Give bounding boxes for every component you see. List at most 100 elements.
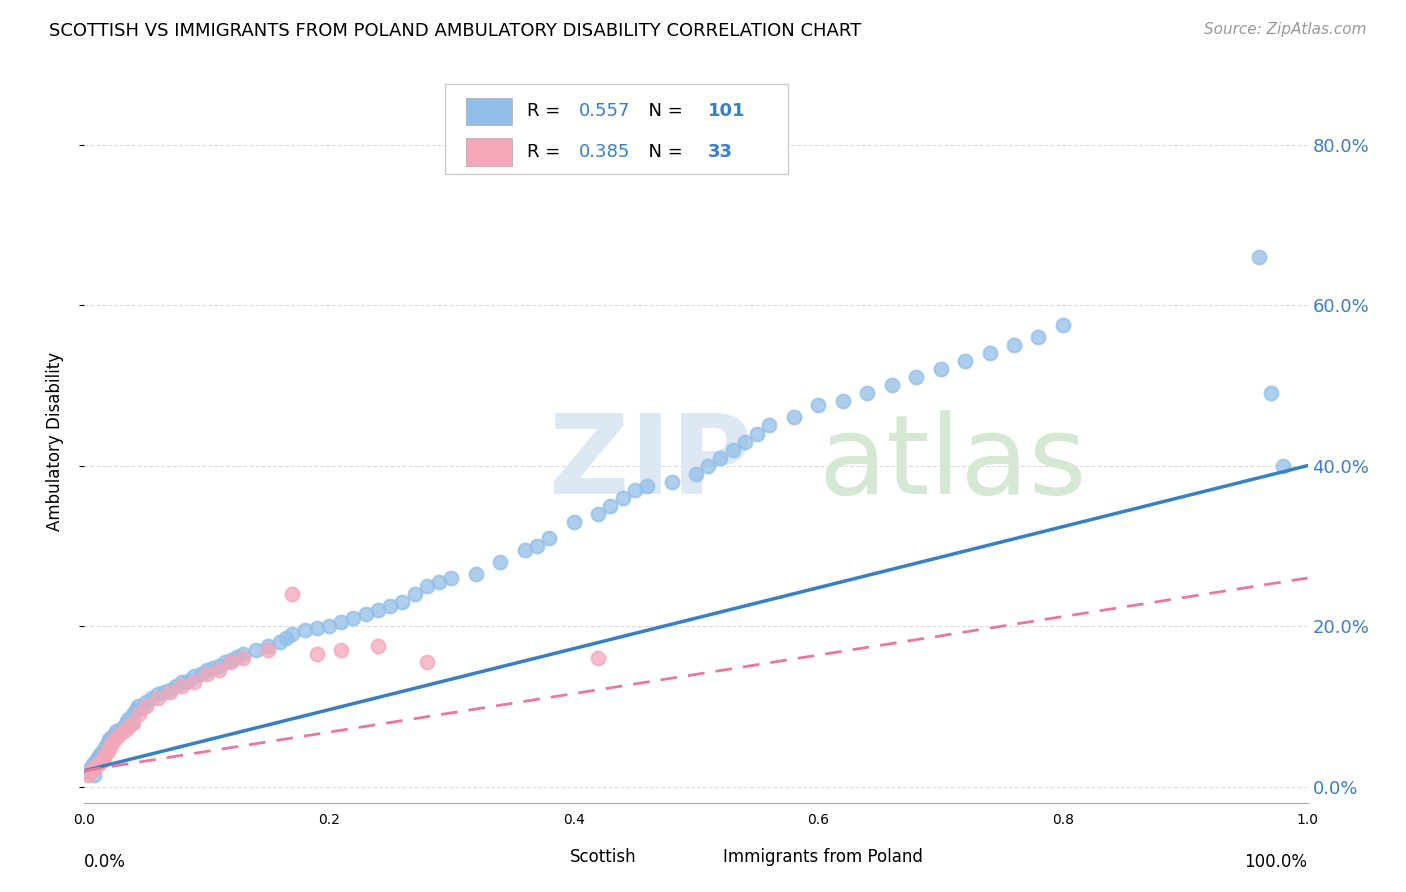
Point [1002,338,1025,352]
Point [93,744,115,758]
Point [526,539,548,553]
Text: 0.557: 0.557 [578,103,630,120]
Point [183,669,205,683]
Point [880,378,903,392]
Point [91,751,114,765]
Point [807,398,830,412]
Point [330,615,353,630]
Text: Source: ZipAtlas.com: Source: ZipAtlas.com [1204,22,1367,37]
Point [87,754,110,768]
Point [367,639,389,653]
Point [226,649,249,664]
Point [110,722,132,736]
Text: N =: N = [637,103,689,120]
FancyBboxPatch shape [531,844,562,870]
Point [214,655,236,669]
Point [177,673,200,688]
Point [783,410,806,425]
Point [318,619,340,633]
Point [219,655,242,669]
Point [1028,330,1050,344]
Point [82,757,104,772]
Point [87,749,110,764]
Point [117,712,139,726]
Point [269,635,291,649]
Point [257,643,280,657]
Point [190,667,212,681]
Point [276,632,298,646]
Point [122,715,145,730]
FancyBboxPatch shape [465,97,513,125]
Point [98,739,121,754]
Point [758,418,780,433]
Point [97,735,120,749]
Text: SCOTTISH VS IMMIGRANTS FROM POLAND AMBULATORY DISABILITY CORRELATION CHART: SCOTTISH VS IMMIGRANTS FROM POLAND AMBUL… [49,22,862,40]
Point [89,756,111,770]
Point [96,741,118,756]
Point [87,757,110,772]
Text: 0.385: 0.385 [578,143,630,161]
Point [129,701,152,715]
Point [281,627,304,641]
Point [80,760,103,774]
Text: Scottish: Scottish [569,848,637,866]
Point [562,515,585,529]
Point [354,607,377,621]
Point [97,744,120,758]
Point [232,651,254,665]
Point [117,719,139,733]
Point [330,643,353,657]
Point [159,685,181,699]
Point [172,680,194,694]
Point [905,370,928,384]
Point [82,762,104,776]
Point [636,478,658,492]
Point [89,747,111,762]
Point [165,680,187,694]
Point [115,715,138,730]
Point [101,735,124,749]
Point [979,346,1001,360]
Point [245,643,267,657]
FancyBboxPatch shape [446,84,787,174]
Text: R =: R = [527,143,567,161]
Point [128,707,150,722]
Point [294,623,316,637]
Point [734,434,756,449]
Point [464,567,486,582]
Point [599,499,621,513]
Point [416,655,439,669]
Point [1247,250,1270,264]
Point [107,725,129,739]
Point [586,651,609,665]
Point [281,587,304,601]
Point [153,685,176,699]
Point [201,661,224,675]
Point [77,765,100,780]
Point [709,450,731,465]
Point [83,767,105,781]
Text: 33: 33 [709,143,733,161]
Point [159,683,181,698]
Point [146,691,169,706]
Point [77,764,100,778]
Point [97,731,120,746]
Text: 100.0%: 100.0% [1244,854,1308,871]
Point [101,730,124,744]
FancyBboxPatch shape [683,844,716,870]
Text: 0.0%: 0.0% [84,854,127,871]
Point [94,739,117,754]
Point [416,579,439,593]
Point [367,603,389,617]
Point [219,653,242,667]
Point [427,574,450,589]
Text: 101: 101 [709,103,745,120]
Point [612,491,634,505]
Point [380,599,402,614]
Point [1272,458,1295,473]
Point [94,747,117,762]
Point [929,362,952,376]
Point [856,386,879,401]
Point [90,746,112,760]
Point [135,699,157,714]
